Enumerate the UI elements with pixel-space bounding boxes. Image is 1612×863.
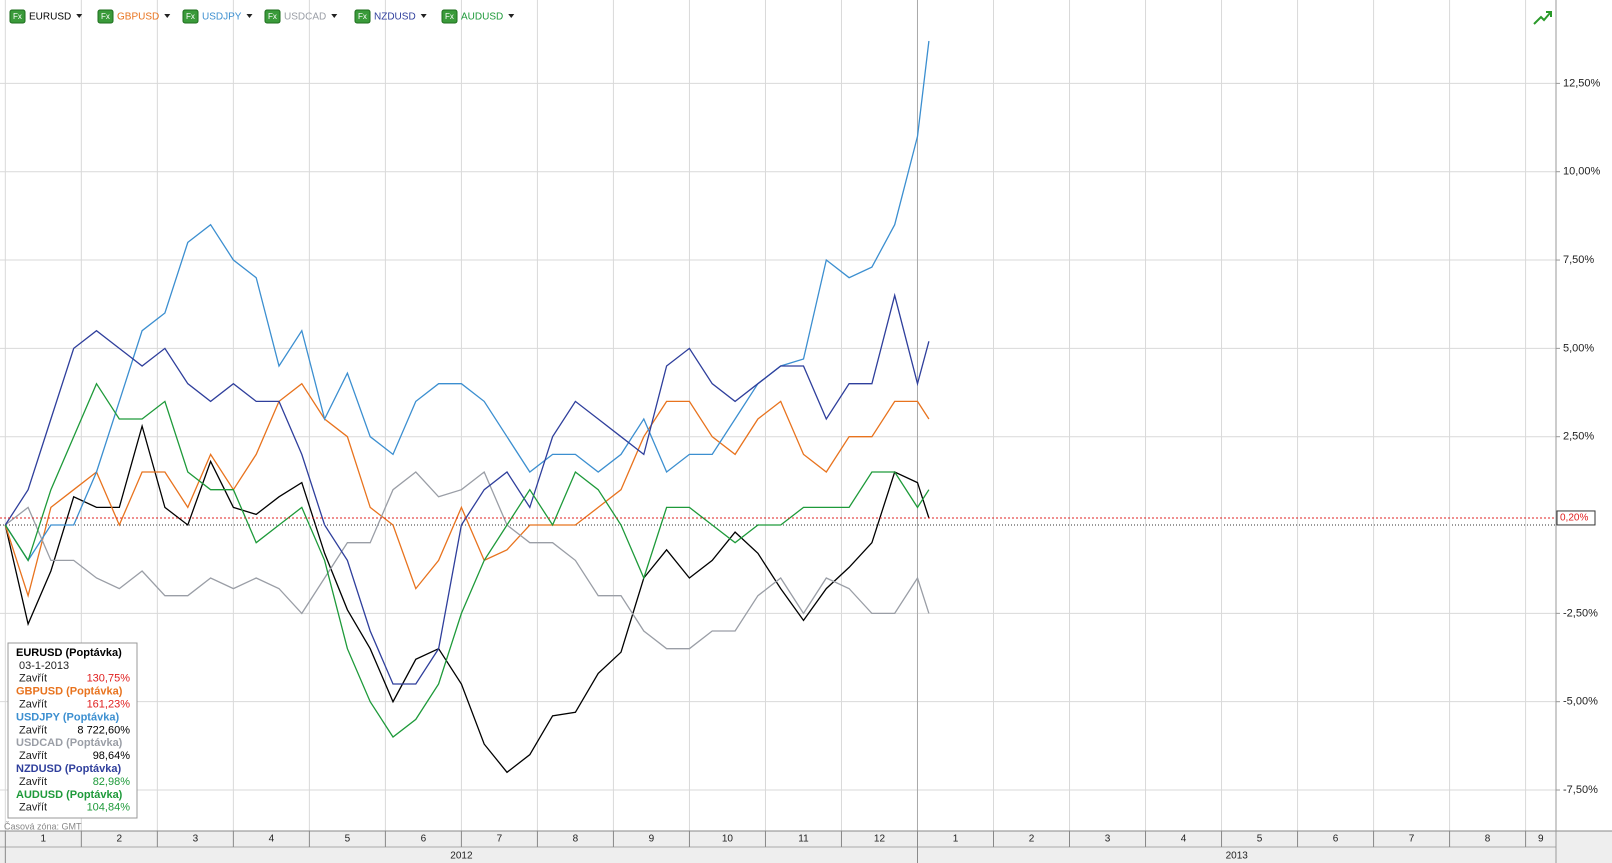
x-tick-label: 2 <box>117 834 123 845</box>
x-tick-label: 7 <box>1409 834 1415 845</box>
fx-icon-label[interactable]: Fx <box>358 12 367 21</box>
info-close-label: Zavřít <box>19 802 47 814</box>
lines <box>0 40 1556 774</box>
current-value-label: 0,20% <box>1560 513 1588 524</box>
info-title: AUDUSD (Poptávka) <box>16 789 123 801</box>
info-title: USDCAD (Poptávka) <box>16 737 123 749</box>
toolbar: Fx EURUSD Fx GBPUSD Fx USDJPY Fx USDCAD Fx NZDUSD… <box>9 9 515 24</box>
series-name[interactable]: NZDUSD <box>374 12 416 23</box>
grid <box>0 0 1556 831</box>
fx-icon[interactable] <box>264 9 281 24</box>
year-label: 2012 <box>450 851 473 862</box>
series-name[interactable]: USDCAD <box>284 12 326 23</box>
info-value: 130,75% <box>87 673 131 685</box>
current-value-box <box>1556 510 1596 526</box>
info-value: 82,98% <box>93 776 131 788</box>
series-name[interactable]: AUDUSD <box>461 12 503 23</box>
axis: 12,50% 10,00% 7,50% 5,00% 2,50% -2,50% -5,00% -… <box>4 77 1601 863</box>
fx-icon[interactable] <box>9 9 26 24</box>
series-line <box>4 382 930 599</box>
x-tick-label: 8 <box>573 834 579 845</box>
x-tick-label: 7 <box>497 834 503 845</box>
fx-icon-label[interactable]: Fx <box>268 12 277 21</box>
fx-icon-label[interactable]: Fx <box>13 12 22 21</box>
info-title: NZDUSD (Poptávka) <box>16 763 121 775</box>
series-name[interactable]: USDJPY <box>202 12 242 23</box>
info-value: 98,64% <box>93 750 131 762</box>
x-tick-label: 9 <box>649 834 655 845</box>
fx-icon-label[interactable]: Fx <box>445 12 454 21</box>
info-close-label: Zavřít <box>19 699 47 711</box>
series-line <box>4 470 930 650</box>
x-tick-label: 3 <box>193 834 199 845</box>
fx-icon[interactable] <box>441 9 458 24</box>
x-tick-label: 12 <box>874 834 886 845</box>
x-tick-label: 4 <box>1181 834 1187 845</box>
x-tick-label: 10 <box>722 834 734 845</box>
x-tick-label: 1 <box>41 834 47 845</box>
info-value: 104,84% <box>87 802 131 814</box>
year-label: 2013 <box>1226 851 1249 862</box>
x-tick-label: 9 <box>1538 834 1544 845</box>
fx-icon-label[interactable]: Fx <box>186 12 195 21</box>
dropdown-arrow[interactable] <box>76 14 83 18</box>
fx-icon[interactable] <box>182 9 199 24</box>
info-title: GBPUSD (Poptávka) <box>16 686 123 698</box>
x-tick-label: 11 <box>798 834 809 845</box>
info-close-label: Zavřít <box>19 673 47 685</box>
x-tick-label: 3 <box>1105 834 1111 845</box>
info-value: 8 722,60% <box>77 724 130 736</box>
dropdown-arrow[interactable] <box>420 14 427 18</box>
info-close-label: Zavřít <box>19 750 47 762</box>
dropdown-arrow[interactable] <box>246 14 253 18</box>
y-tick-label: 10,00% <box>1563 166 1601 178</box>
info-box-frame <box>7 642 138 819</box>
x-tick-label: 4 <box>269 834 275 845</box>
x-tick-label: 6 <box>421 834 427 845</box>
x-tick-label: 5 <box>1257 834 1263 845</box>
y-tick-label: 2,50% <box>1563 431 1594 443</box>
series-line <box>4 292 930 685</box>
fx-icon[interactable] <box>354 9 371 24</box>
series-name[interactable]: GBPUSD <box>117 12 159 23</box>
y-tick-label: 12,50% <box>1563 77 1601 89</box>
fx-icon[interactable] <box>97 9 114 24</box>
series-line <box>4 40 930 562</box>
chart-icon[interactable] <box>1533 11 1552 25</box>
series-line <box>4 382 930 738</box>
info-title: EURUSD (Poptávka) <box>16 647 122 659</box>
y-tick-label: -5,00% <box>1563 696 1598 708</box>
dropdown-arrow[interactable] <box>508 14 515 18</box>
info-value: 161,23% <box>87 699 131 711</box>
x-tick-label: 5 <box>345 834 351 845</box>
y-tick-label: 5,00% <box>1563 342 1594 354</box>
timezone: Časová zóna: GMT <box>4 821 82 831</box>
y-tick-label: -2,50% <box>1563 607 1598 619</box>
x-tick-label: 1 <box>953 834 959 845</box>
info-close-label: Zavřít <box>19 776 47 788</box>
dropdown-arrow[interactable] <box>331 14 338 18</box>
series-line <box>4 423 930 774</box>
series-name[interactable]: EURUSD <box>29 12 71 23</box>
x-tick-label: 2 <box>1029 834 1035 845</box>
info-close-label: Zavřít <box>19 724 47 736</box>
x-tick-label: 6 <box>1333 834 1339 845</box>
info-date: 03-1-2013 <box>19 660 69 672</box>
y-tick-label: -7,50% <box>1563 784 1598 796</box>
x-tick-label: 8 <box>1485 834 1491 845</box>
y-tick-label: 7,50% <box>1563 254 1594 266</box>
dropdown-arrow[interactable] <box>164 14 171 18</box>
info-title: USDJPY (Poptávka) <box>16 711 119 723</box>
fx-icon-label[interactable]: Fx <box>101 12 110 21</box>
